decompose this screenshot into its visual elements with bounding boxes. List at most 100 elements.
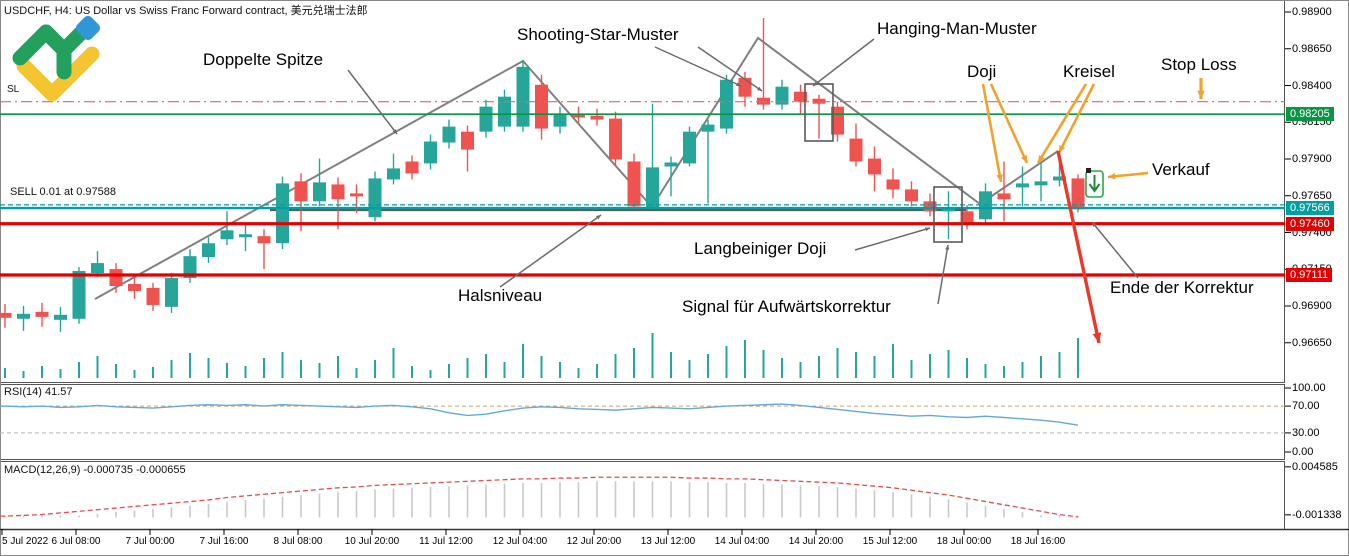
logo-zigzag-tail [38, 24, 72, 80]
candle-body [479, 106, 493, 132]
annotation-end-of-correction: Ende der Korrektur [1110, 278, 1254, 297]
candle-body [683, 131, 696, 164]
annotation-shooting-star: Shooting-Star-Muster [517, 25, 679, 44]
pointer-hanging-man-head [813, 81, 818, 86]
sell-marker-dot [1086, 168, 1091, 173]
pane-frame [0, 461, 1285, 530]
annotation-neckline: Halsniveau [458, 286, 543, 305]
pointer-correction-signal-head [945, 245, 950, 250]
candle-body [664, 162, 678, 167]
annotation-sell: Verkauf [1152, 160, 1210, 179]
rsi-tick-label: 30.00 [1292, 426, 1320, 439]
pointer-shooting-star-1 [654, 46, 742, 87]
candle-body [498, 96, 511, 127]
price-tick-label: 0.98900 [1292, 6, 1332, 18]
candle-body [257, 236, 271, 244]
projected-down-arrow [1056, 150, 1101, 344]
pointer-neckline-head [596, 215, 601, 220]
pointer-double-top [347, 69, 398, 135]
candle-body [997, 193, 1011, 200]
broker-logo [12, 15, 101, 102]
annotation-stop-loss: Stop Loss [1161, 55, 1237, 74]
pointer-shooting-star-2 [697, 46, 763, 92]
candle-body [646, 167, 659, 209]
candle-body [0, 312, 12, 318]
candle-body [960, 211, 974, 225]
pointer-doji-1-head [996, 174, 1003, 182]
pointer-long-legged-doji [854, 227, 931, 251]
candle-body [239, 234, 252, 238]
candle-body [128, 283, 141, 292]
candle-body [1034, 181, 1048, 186]
long-legged-doji-box [933, 186, 963, 243]
time-tick-label: 11 Jul 12:00 [419, 536, 473, 547]
pointer-long-legged-doji-head [925, 227, 930, 232]
candle-body [165, 278, 178, 307]
candle-body [720, 79, 733, 129]
pointer-neckline [499, 214, 602, 288]
macd-tick-label: 0.004585 [1292, 460, 1338, 473]
chart-title: USDCHF, H4: US Dollar vs Swiss Franc For… [4, 5, 368, 17]
logo-diamond-icon [75, 15, 101, 41]
candle-body [72, 271, 86, 319]
candle-body [350, 193, 363, 197]
pointer-kreisel-1-head [1038, 155, 1045, 163]
candle-body [886, 179, 900, 190]
candle-body [627, 161, 641, 207]
candle-body [202, 243, 215, 258]
price-badge: 0.97566 [1286, 201, 1334, 216]
price-tick-label: 0.98400 [1292, 79, 1332, 92]
time-tick-label: 5 Jul 2022 [2, 536, 49, 547]
candle-body [553, 113, 567, 127]
annotation-doji: Doji [967, 62, 997, 81]
rsi-tick-label: 100.00 [1292, 382, 1326, 394]
pointer-kreisel-2 [1057, 83, 1096, 154]
candle-body [368, 178, 382, 218]
pointer-correction-signal [937, 244, 949, 305]
candle-body [17, 313, 30, 319]
logo-check-icon [16, 46, 100, 102]
candle-body [35, 311, 49, 317]
candle-body [313, 182, 326, 202]
candle-body [1071, 178, 1085, 210]
time-tick-label: 8 Jul 08:00 [273, 536, 323, 547]
candle-body [331, 184, 345, 200]
time-tick-label: 6 Jul 08:00 [51, 536, 101, 547]
annotation-upward-correction-signal: Signal für Aufwärtskorrektur [682, 297, 891, 316]
sell-marker-arrow-icon [1088, 175, 1101, 193]
candle-body [1016, 183, 1029, 188]
time-tick-label: 15 Jul 12:00 [862, 536, 918, 547]
time-tick-label: 14 Jul 20:00 [788, 536, 844, 547]
candle-body [516, 66, 530, 127]
pointer-hanging-man [812, 38, 875, 87]
candle-body [590, 115, 604, 120]
candle-body [609, 118, 622, 160]
pointer-shooting-star-1-head [736, 82, 741, 86]
annotation-spinning-top: Kreisel [1063, 62, 1115, 81]
annotation-double-top: Doppelte Spitze [203, 50, 324, 69]
candle-body [461, 131, 474, 150]
pointer-kreisel-2-head [1059, 145, 1066, 153]
rsi-line [0, 403, 1079, 426]
time-tick-label: 18 Jul 16:00 [1010, 536, 1066, 547]
annotation-hanging-man: Hanging-Man-Muster [877, 19, 1037, 38]
candle-body [849, 138, 863, 162]
pointer-verkauf-head [1108, 173, 1116, 180]
time-tick-label: 13 Jul 12:00 [640, 536, 696, 547]
volume-layer [4, 333, 1079, 378]
candle-body [942, 208, 955, 212]
candle-body [294, 181, 308, 202]
time-tick-label: 12 Jul 04:00 [492, 536, 548, 547]
price-tick-label: 0.96650 [1292, 336, 1332, 349]
pointer-kreisel-1 [1036, 83, 1088, 164]
time-tick-label: 7 Jul 16:00 [199, 536, 249, 547]
candle-body [738, 77, 752, 97]
rsi-indicator-label: RSI(14) 41.57 [4, 386, 73, 398]
candle-body [1053, 176, 1066, 181]
price-tick-label: 0.97900 [1292, 153, 1332, 165]
sell-order-label[interactable]: SELL 0.01 at 0.97588 [10, 186, 117, 198]
time-tick-label: 14 Jul 04:00 [714, 536, 770, 547]
price-badge: 0.98205 [1286, 107, 1334, 122]
candle-body [775, 86, 789, 105]
